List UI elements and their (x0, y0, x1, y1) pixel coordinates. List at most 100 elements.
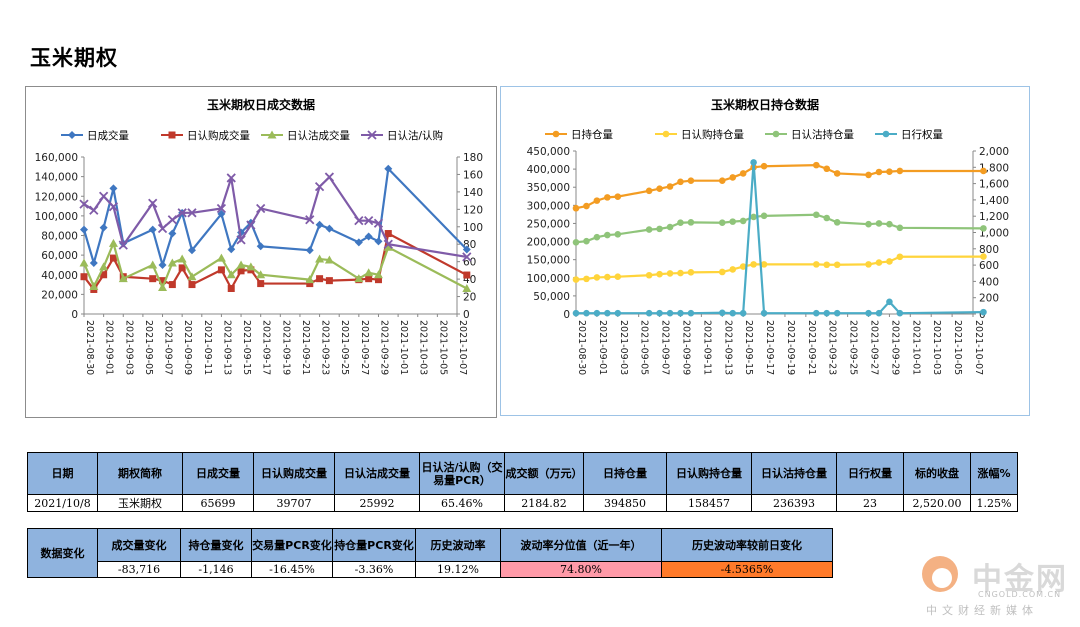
data-point (823, 309, 831, 317)
y-tick-label: 140,000 (35, 172, 78, 184)
data-point (373, 218, 384, 228)
y-tick-label: 160,000 (35, 152, 78, 164)
cell-vol-percentile: 74.80% (500, 561, 662, 578)
col-put-oi: 日认沽持仓量 (751, 452, 837, 495)
data-point (645, 226, 653, 233)
data-point (109, 184, 118, 193)
x-tick-label: 2021-09-07 (660, 320, 671, 375)
y2-tick-label: 400 (979, 276, 999, 288)
x-tick-label: 2021-09-27 (359, 320, 370, 375)
data-point (604, 309, 611, 317)
data-point (718, 177, 726, 185)
data-point (305, 246, 314, 255)
data-point (593, 197, 601, 204)
x-tick-label: 2021-10-01 (910, 320, 921, 375)
data-point (246, 262, 256, 271)
data-point (687, 219, 695, 226)
data-point (315, 254, 325, 263)
logo-main-text: 中金网 (972, 562, 1068, 597)
data-point (178, 264, 186, 272)
data-point (750, 261, 757, 268)
data-point (227, 284, 235, 292)
data-point (167, 215, 177, 225)
data-point (572, 204, 580, 212)
x-tick-label: 2021-09-19 (280, 320, 291, 375)
x-tick-label: 2021-08-30 (84, 320, 95, 375)
cell-volume: 65699 (182, 494, 254, 512)
data-point (227, 245, 236, 254)
data-point (677, 219, 684, 227)
data-point (896, 309, 904, 317)
x-tick-label: 2021-10-05 (437, 320, 448, 375)
legend-item: 日认购成交量 (161, 129, 250, 142)
x-tick-label: 2021-09-27 (869, 320, 880, 375)
y2-tick-label: 160 (463, 169, 483, 181)
series-line (575, 164, 984, 210)
data-point (886, 168, 893, 175)
data-point (108, 238, 118, 247)
data-point (604, 231, 611, 239)
legend-label: 日认沽/认购 (387, 129, 443, 142)
data-point (875, 259, 883, 266)
legend-marker (68, 131, 76, 139)
x-tick-label: 2021-09-05 (639, 320, 650, 375)
data-point (980, 225, 987, 232)
x-tick-label: 2021-10-07 (973, 320, 984, 375)
data-point (80, 225, 88, 234)
x-tick-label: 2021-09-15 (241, 320, 252, 375)
data-point (875, 309, 883, 317)
data-point (148, 225, 157, 234)
data-point (656, 270, 663, 278)
data-point (305, 275, 315, 284)
data-point (462, 252, 472, 262)
chart-title: 玉米期权日成交数据 (207, 97, 315, 112)
data-point (896, 253, 904, 261)
data-point (89, 258, 98, 267)
data-point (364, 268, 374, 277)
data-point (677, 269, 684, 277)
x-tick-label: 2021-09-09 (182, 320, 193, 375)
data-point (149, 275, 157, 283)
data-point (833, 261, 841, 269)
y-tick-label: 40,000 (41, 270, 78, 282)
data-point (188, 281, 196, 289)
data-point (462, 245, 471, 254)
data-point (384, 164, 393, 173)
data-point (677, 178, 684, 186)
data-point (687, 269, 695, 276)
data-point (812, 309, 820, 317)
y2-tick-label: 1,600 (979, 179, 1009, 191)
x-tick-label: 2021-10-07 (457, 320, 468, 375)
col-vol-percentile: 波动率分位值（近一年） (500, 528, 662, 562)
data-change-table: 数据变化 成交量变化 持仓量变化 交易量PCR变化 持仓量PCR变化 历史波动率… (27, 528, 833, 578)
y-tick-label: 350,000 (527, 182, 570, 194)
col-underlying-close: 标的收盘 (903, 452, 971, 495)
data-point (833, 219, 841, 226)
data-point (118, 240, 128, 250)
y2-tick-label: 0 (463, 309, 470, 321)
col-option-name: 期权简称 (97, 452, 183, 495)
data-point (99, 223, 108, 232)
data-point (718, 219, 726, 227)
cell-date: 2021/10/8 (27, 494, 98, 512)
legend-label: 日成交量 (87, 129, 129, 142)
data-point (316, 275, 324, 283)
data-point (583, 309, 590, 317)
data-point (729, 218, 737, 225)
data-point (614, 273, 622, 280)
data-point (354, 238, 363, 247)
x-tick-label: 2021-09-13 (221, 320, 232, 375)
x-tick-label: 2021-10-03 (931, 320, 942, 375)
y2-tick-label: 1,200 (979, 211, 1009, 223)
data-point (158, 283, 168, 292)
data-point (718, 268, 726, 276)
data-point (226, 270, 236, 279)
data-point (100, 271, 108, 279)
daily-volume-chart: 玉米期权日成交数据 日成交量 日认购成交量 日认沽成交量 日认沽/认购 0 20,000 40… (25, 86, 497, 418)
legend-label: 日认沽成交量 (287, 129, 350, 142)
daily-summary-table: 日期 期权简称 日成交量 日认购成交量 日认沽成交量 日认沽/认购（交易量PCR… (27, 452, 1018, 512)
data-point (374, 237, 383, 246)
data-point (572, 276, 580, 283)
x-tick-label: 2021-09-15 (743, 320, 754, 375)
y2-tick-label: 180 (463, 152, 483, 164)
